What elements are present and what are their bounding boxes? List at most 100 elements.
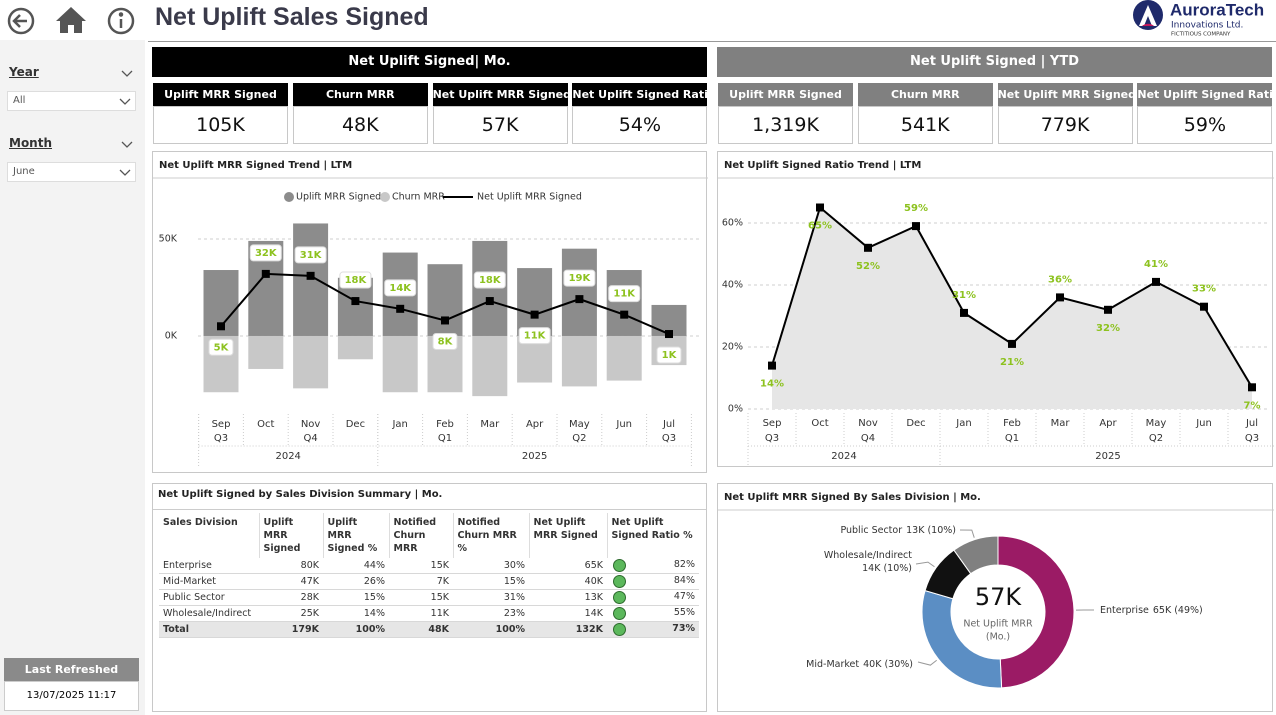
table-row: Enterprise 80K 44% 15K 30% 65K 82% [159,558,699,574]
quarter-label: Q3 [662,433,676,444]
point [306,271,315,280]
kpi-banner: Net Uplift Signed | YTD [717,47,1272,77]
label-box [518,327,551,345]
kpi-value: 105K [153,106,288,144]
x-tick-label: Nov [301,419,321,430]
point [960,308,968,317]
quarter-label: Q3 [1245,433,1259,444]
info-button[interactable] [107,7,135,35]
table-cell: 73% [607,621,699,638]
bar [427,264,463,336]
point [217,322,225,331]
column-header: Sales Division [163,517,238,528]
kpi-label: Uplift MRR Signed [718,83,853,106]
legend-swatch [284,192,294,202]
quarter-label: Q2 [1149,433,1163,444]
x-tick-label: Oct [257,419,274,430]
filter-dropdown[interactable]: June [7,162,136,182]
slice-value: 14K (10%) [862,563,912,574]
table-cell: 26% [323,573,389,590]
data-label: 14% [760,379,784,390]
x-tick-label: Mar [480,419,500,430]
point [1152,277,1160,286]
panel: Net Uplift Signed Ratio Trend | LTM 0% 20%… [717,151,1276,467]
table-cell: 7K [389,573,453,590]
table-cell: Public Sector [159,589,259,606]
data-label: 31% [952,290,976,301]
table-cell: 15K [389,558,453,574]
kpi-value: 1,319K [718,106,853,144]
data-label: 32% [1096,323,1120,334]
table-cell: 48K [389,621,453,638]
kpi-value: 57K [432,106,568,144]
status-dot [613,575,626,588]
kpi-value: 541K [857,106,993,144]
table-title: Net Uplift Signed by Sales Division Summ… [158,489,443,500]
point [620,310,629,319]
filter-value: All [13,95,26,106]
year-label: 2024 [831,451,856,462]
y-tick-label: 20% [722,342,743,353]
y-tick-label: 60% [722,218,743,229]
data-label: 31K [300,250,323,261]
kpi-label: Uplift MRR Signed [153,83,288,106]
kpi-value: 48K [292,106,428,144]
filter-label: Month [9,136,53,150]
table-cell: Enterprise [159,558,259,574]
table-cell: 80K [259,558,323,574]
donut-slice [953,535,999,575]
point [912,222,920,231]
table-cell: 15% [453,573,529,590]
logo: AuroraTech Innovations Ltd. FICTITIOUS C… [1133,0,1264,38]
data-label: 11K [524,331,547,342]
cell-text: 82% [673,559,695,570]
cell-text: 73% [672,623,695,634]
filter-value: June [13,166,35,177]
home-button[interactable] [56,7,86,33]
y-tick-label: 0% [728,404,743,415]
quarter-label: Q1 [1005,433,1019,444]
table-row: Mid-Market 47K 26% 7K 15% 40K 84% [159,573,699,590]
kpi-label: Net Uplift MRR Signed [997,83,1133,106]
filter-collapse[interactable] [121,65,133,77]
back-button[interactable] [7,7,35,35]
table-row: Public Sector 28K 15% 15K 31% 13K 47% [159,589,699,606]
data-label: 11K [613,289,636,300]
table-cell: 14K [529,605,607,622]
quarter-label: Q4 [861,433,875,444]
logo-name: AuroraTech [1170,0,1264,19]
kpi-label: Net Uplift Signed Ratio [1137,83,1273,106]
quarter-label: Q4 [303,433,317,444]
legend-label: Churn MRR [392,192,445,203]
table-cell: 84% [607,573,699,590]
status-dot [613,591,626,604]
legend-label: Net Uplift MRR Signed [477,192,582,203]
logo-subtitle: Innovations Ltd. [1171,21,1243,31]
filter-collapse[interactable] [121,136,133,148]
data-label: 41% [1144,259,1168,270]
x-tick-label: Sep [763,418,782,429]
point [441,316,449,325]
quarter-label: Q2 [572,433,586,444]
x-tick-label: May [569,419,590,430]
data-label: 18K [345,275,368,286]
leader-line [915,561,935,568]
data-label: 32K [255,248,278,259]
filter-dropdown[interactable]: All [7,91,136,111]
legend-swatch [380,192,390,202]
point [816,203,824,212]
table-cell: 11K [389,605,453,622]
data-label: 52% [856,261,880,272]
table-cell: Total [159,621,259,638]
point [1056,293,1064,302]
status-dot [613,623,626,636]
x-tick-label: Dec [346,419,365,430]
bar [382,335,418,393]
data-label: 21% [1000,357,1024,368]
bar [561,335,597,387]
year-label: 2025 [1095,451,1120,462]
x-tick-label: Dec [906,418,925,429]
point [1008,339,1016,348]
kpi-label: Net Uplift Signed Ratio [572,83,708,106]
data-label: 36% [1048,274,1072,285]
